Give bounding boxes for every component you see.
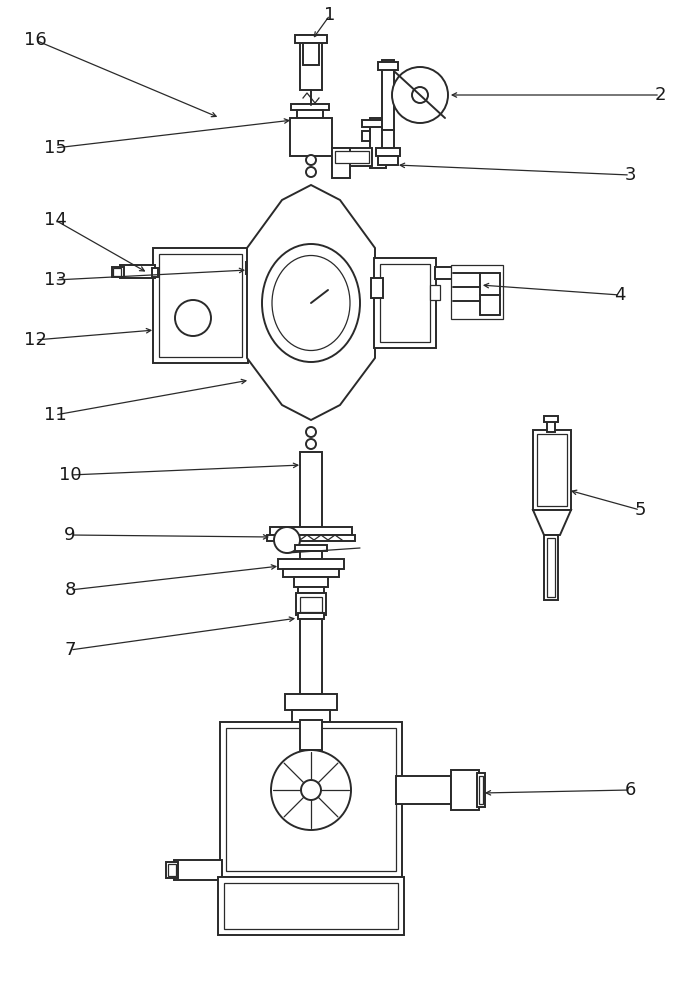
Text: 13: 13 [43, 271, 66, 289]
Bar [297, 110, 323, 118]
Bar [174, 860, 222, 880]
Bar [290, 118, 332, 156]
Bar [152, 268, 158, 277]
Bar [246, 262, 263, 274]
Bar [547, 418, 555, 432]
Bar [300, 619, 322, 694]
Bar [285, 694, 337, 710]
Bar [382, 60, 394, 130]
Bar [451, 265, 503, 319]
Bar [296, 593, 326, 615]
Text: 7: 7 [64, 641, 76, 659]
Bar [278, 559, 344, 569]
Text: 16: 16 [24, 31, 46, 49]
Bar [378, 156, 398, 165]
Bar [291, 104, 329, 110]
Circle shape [306, 427, 316, 437]
Bar [292, 710, 330, 722]
Bar [378, 62, 398, 70]
Circle shape [274, 527, 300, 553]
Bar [370, 118, 386, 168]
Text: 4: 4 [614, 286, 625, 304]
Text: 3: 3 [624, 166, 636, 184]
Bar [270, 527, 352, 535]
Bar [533, 430, 571, 510]
Circle shape [271, 750, 351, 830]
Bar [537, 434, 567, 506]
Bar [396, 776, 451, 804]
Bar [220, 722, 402, 877]
Text: 12: 12 [24, 331, 47, 349]
Text: 8: 8 [64, 581, 75, 599]
Bar [298, 587, 324, 593]
Text: 11: 11 [43, 406, 66, 424]
Circle shape [412, 87, 428, 103]
Text: 5: 5 [634, 501, 646, 519]
Bar [303, 43, 319, 65]
Bar [332, 148, 350, 178]
Bar [544, 535, 558, 600]
Bar [166, 862, 178, 878]
Bar [224, 883, 398, 929]
Bar [371, 278, 383, 298]
Ellipse shape [262, 244, 360, 362]
Bar [374, 258, 436, 348]
Bar [153, 248, 248, 363]
Bar [544, 416, 558, 422]
Text: 2: 2 [654, 86, 666, 104]
Bar [477, 773, 485, 807]
Text: 10: 10 [59, 466, 81, 484]
Bar [547, 538, 555, 597]
Bar [283, 569, 339, 577]
Circle shape [306, 155, 316, 165]
Bar [113, 268, 121, 276]
Ellipse shape [272, 255, 350, 351]
Bar [332, 148, 372, 166]
Bar [376, 148, 400, 156]
Bar [267, 535, 355, 541]
Bar [300, 597, 322, 612]
Bar [168, 864, 176, 876]
Bar [159, 254, 242, 357]
Text: 9: 9 [64, 526, 76, 544]
Bar [451, 770, 479, 810]
Bar [435, 267, 453, 279]
Bar [294, 577, 328, 587]
Bar [362, 120, 392, 127]
Polygon shape [533, 510, 571, 535]
Bar [380, 264, 430, 342]
Bar [300, 452, 322, 527]
Text: 1: 1 [325, 6, 336, 24]
Bar [298, 613, 324, 619]
Circle shape [306, 167, 316, 177]
Bar [226, 728, 396, 871]
Bar [300, 551, 322, 559]
Bar [430, 285, 440, 300]
Bar [295, 35, 327, 43]
Bar [295, 545, 327, 551]
Circle shape [392, 67, 448, 123]
Polygon shape [247, 185, 375, 420]
Bar [218, 877, 404, 935]
Bar [479, 776, 483, 804]
Circle shape [306, 439, 316, 449]
Bar [300, 720, 322, 750]
Text: 14: 14 [43, 211, 66, 229]
Bar [120, 265, 155, 278]
Bar [362, 131, 370, 141]
Bar [335, 151, 369, 163]
Circle shape [301, 780, 321, 800]
Bar [300, 35, 322, 90]
Circle shape [175, 300, 211, 336]
Text: 15: 15 [43, 139, 66, 157]
Bar [382, 130, 394, 158]
Bar [112, 267, 124, 277]
Text: 6: 6 [624, 781, 636, 799]
